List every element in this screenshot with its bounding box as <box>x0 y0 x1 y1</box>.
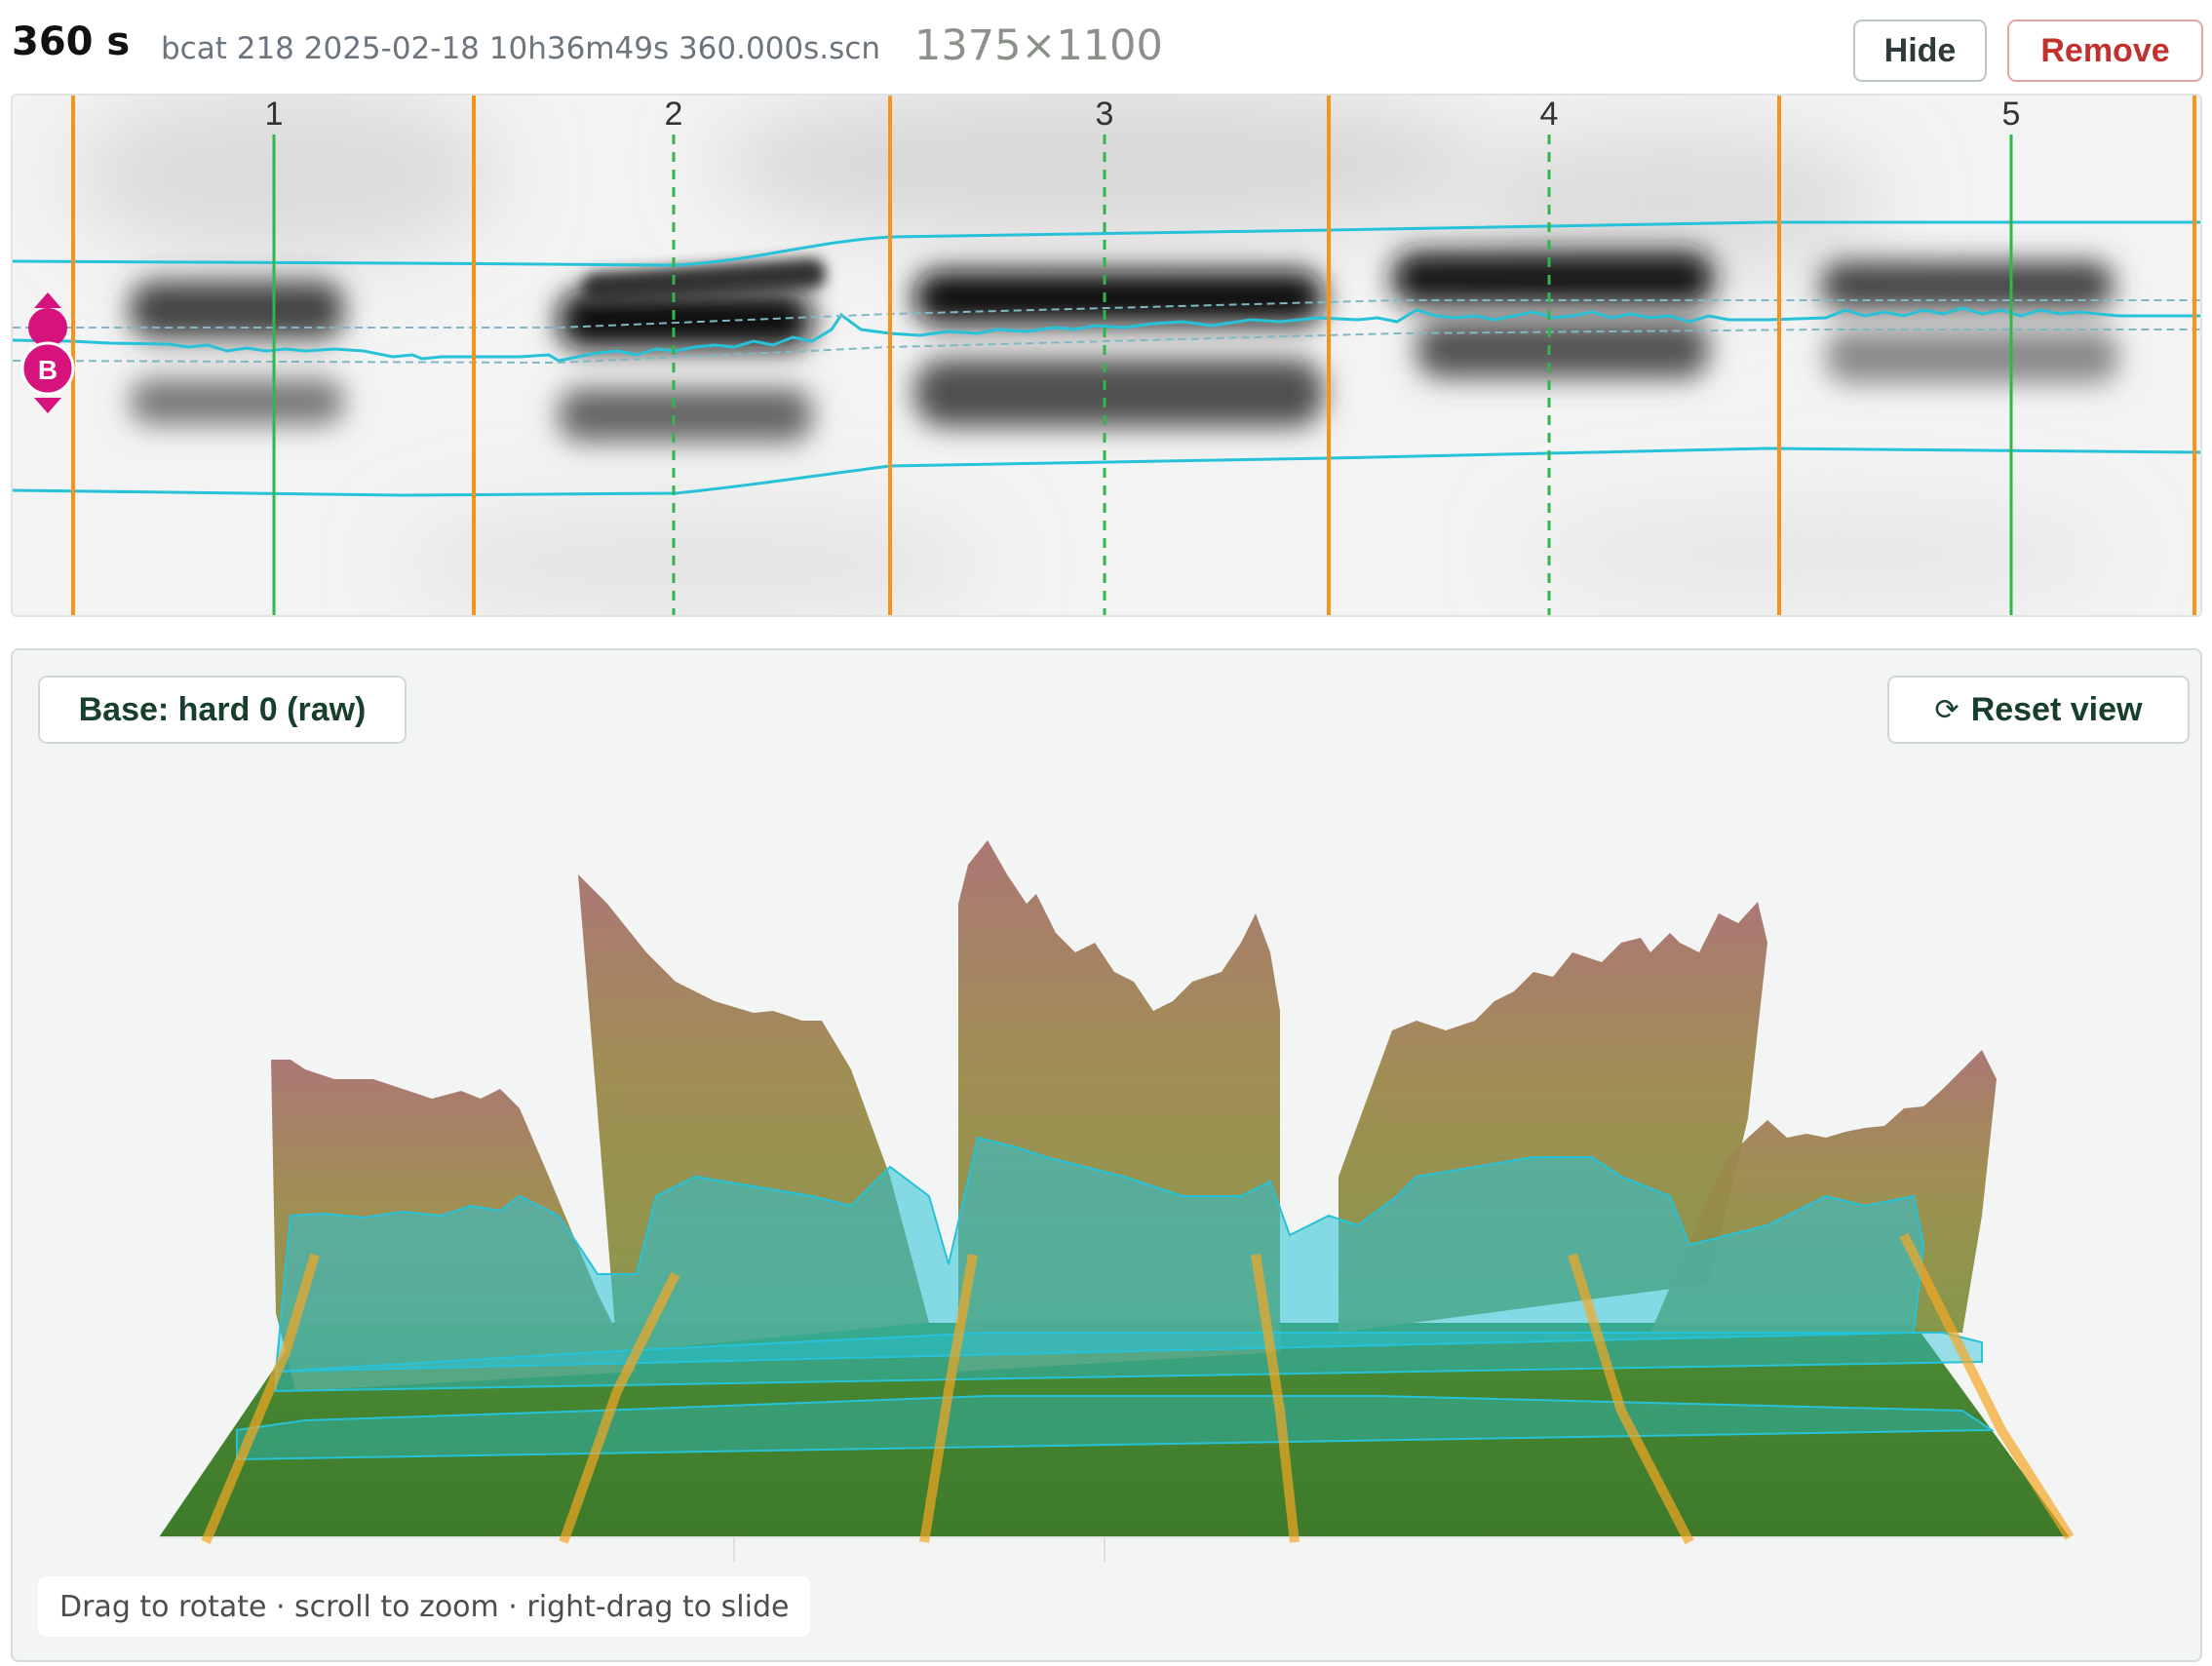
gel-image[interactable]: 1 2 3 4 5 B <box>13 96 2202 617</box>
band-marker-handle[interactable]: B <box>20 292 75 413</box>
axis-ticks <box>733 1537 1106 1562</box>
chevron-down-icon <box>34 398 61 413</box>
lane-number: 2 <box>665 96 683 133</box>
lane-number: 1 <box>265 96 284 133</box>
filename: bcat 218 2025-02-18 10h36m49s 360.000s.s… <box>161 31 880 66</box>
gel-background <box>71 96 2109 615</box>
interaction-hint: Drag to rotate · scroll to zoom · right-… <box>38 1576 811 1637</box>
gel-image-panel[interactable]: 1 2 3 4 5 B <box>11 94 2202 617</box>
gel-bands <box>130 252 2118 442</box>
remove-button[interactable]: Remove <box>2007 19 2203 82</box>
3d-viewer-panel[interactable]: Base: hard 0 (raw) ⟳ Reset view Drag to … <box>11 648 2202 1662</box>
image-dimensions: 1375×1100 <box>914 21 1163 70</box>
header: 360 s bcat 218 2025-02-18 10h36m49s 360.… <box>0 0 2212 90</box>
reset-view-label: Reset view <box>1970 690 2143 728</box>
3d-surface-plot[interactable] <box>13 650 2202 1662</box>
lane-centers[interactable] <box>272 135 2013 617</box>
lane-edge-ribbons <box>201 1232 2075 1545</box>
lane-number: 3 <box>1096 96 1114 133</box>
band-center-trace[interactable] <box>13 299 2202 365</box>
surface-floor <box>159 1323 2070 1538</box>
marker-label: B <box>38 355 58 385</box>
hide-button[interactable]: Hide <box>1853 19 1987 82</box>
base-mode-button[interactable]: Base: hard 0 (raw) <box>38 676 407 744</box>
time-label: 360 s <box>12 19 131 64</box>
reset-view-button[interactable]: ⟳ Reset view <box>1887 676 2190 744</box>
lane-number: 4 <box>1540 96 1559 133</box>
refresh-icon: ⟳ <box>1934 692 1960 727</box>
lane-boundaries[interactable] <box>71 96 2196 617</box>
lane-number: 5 <box>2002 96 2021 133</box>
band-overlays <box>236 1136 1996 1461</box>
